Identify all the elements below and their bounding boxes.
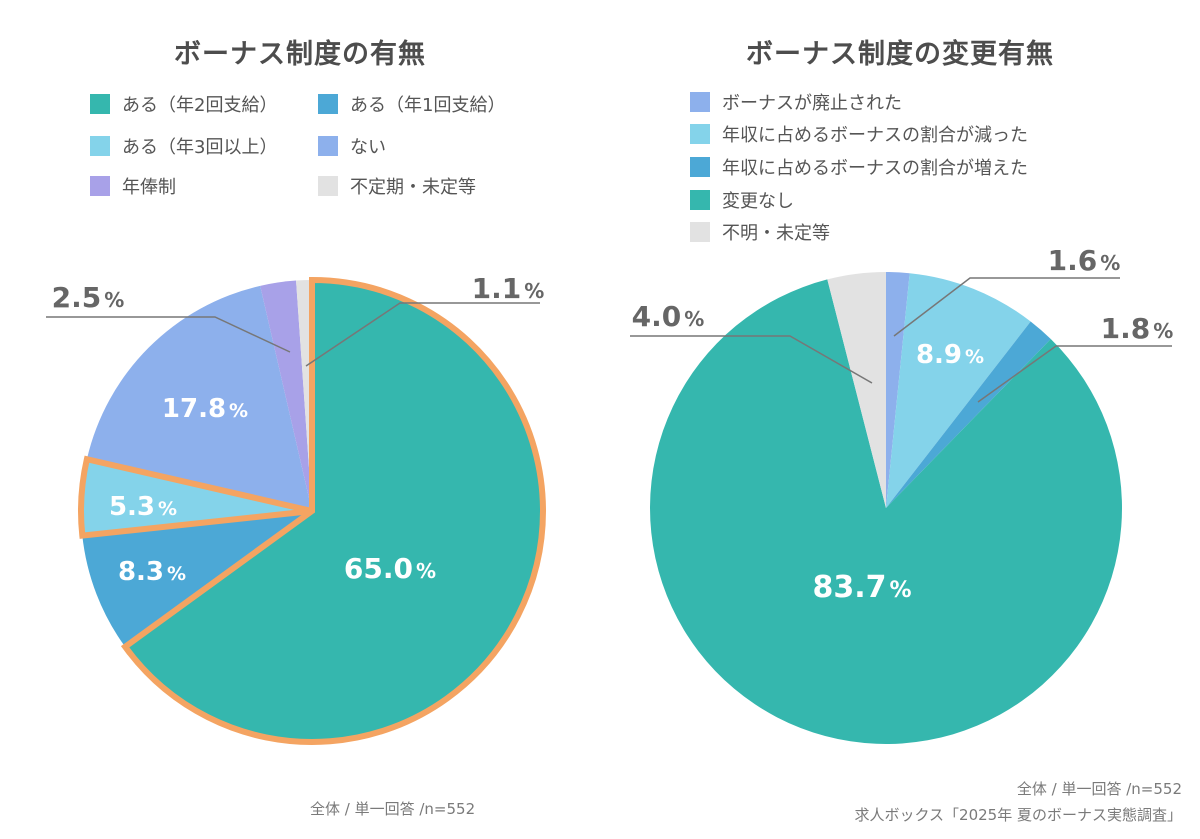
chart-title: ボーナス制度の有無 [174,39,426,70]
data-label: 4.0% [632,300,705,333]
legend-label: 不定期・未定等 [350,177,476,198]
slice-6 [296,280,312,511]
slice-4 [649,279,1122,744]
data-label: 1.8% [1101,312,1174,345]
legend-swatch [690,190,710,210]
data-label: 83.7% [812,570,911,605]
leader-line [630,335,873,384]
slice-1 [125,280,544,742]
legend-item: ある（年3回以上） [90,134,277,158]
slice-highlight-outline [78,455,313,539]
data-label: 2.5% [52,281,125,314]
leader-line [46,316,291,353]
legend-swatch [690,124,710,144]
data-label: 17.8% [162,394,248,424]
data-label: 8.9% [916,340,984,370]
pie-chart: 65.0 % 8.3 % 5.3 % 17.8 % 2.5% 1.1% [46,272,546,745]
legend-label: ある（年1回支給） [350,95,506,116]
slice-highlight-outline [120,276,546,745]
slice-3 [886,321,1051,508]
legend-label: ある（年2回支給） [122,95,278,116]
legend-item: ある（年2回支給） [90,92,277,116]
data-label: 1.6% [1048,244,1121,277]
legend-swatch [690,157,710,177]
legend-swatch [318,94,338,114]
legend-swatch [690,222,710,242]
legend-item: 年収に占めるボーナスの割合が減った [690,122,1028,146]
slice-5 [260,280,312,511]
leader-line [305,302,540,367]
slice-2 [886,273,1031,508]
leader-line [893,277,1120,337]
legend-label: 不明・未定等 [722,223,830,244]
legend-swatch [318,136,338,156]
legend-item: ある（年1回支給） [318,92,505,116]
data-label: 5.3% [109,492,177,522]
legend-label: ある（年3回以上） [122,137,278,158]
legend-label: 年収に占めるボーナスの割合が増えた [722,158,1028,179]
legend-item: ない [318,134,386,158]
data-label: 1.1% [472,272,545,305]
legend-label: 年収に占めるボーナスの割合が減った [722,125,1028,146]
pie-chart: 1.6 % 8.9 % 1.8 % 83.7 % 4.0% [630,244,1174,744]
legend-label: 変更なし [722,191,794,212]
source-note: 求人ボックス「2025年 夏のボーナス実態調査」 [854,806,1183,824]
chart-right: ボーナス制度の変更有無 ボーナスが廃止された年収に占めるボーナスの割合が減った年… [600,0,1200,839]
legend-label: ない [350,137,386,158]
slice-4 [86,285,312,511]
data-label: 65.0% [344,552,436,585]
chart-left: ボーナス制度の有無 ある（年2回支給） ある（年1回支給） ある（年3回以上） ない年… [46,39,546,818]
legend-swatch [318,176,338,196]
slice-1 [886,272,910,508]
legend-item: 不明・未定等 [690,220,830,244]
legend-swatch [690,92,710,112]
data-label: 8.3% [118,557,186,587]
legend-swatch [90,94,110,114]
legend-item: 年収に占めるボーナスの割合が増えた [690,155,1028,179]
sample-note: 全体 / 単一回答 /n=552 [310,800,476,818]
chart-title: ボーナス制度の変更有無 [746,39,1054,70]
legend-item: 年俸制 [90,174,176,198]
legend-label: 年俸制 [122,177,176,198]
slice-5 [827,272,886,508]
legend-swatch [90,176,110,196]
legend-label: ボーナスが廃止された [722,93,902,114]
legend-swatch [90,136,110,156]
legend-item: 不定期・未定等 [318,174,476,198]
slice-2 [82,511,312,647]
legend-item: ボーナスが廃止された [690,90,902,114]
legend-item: 変更なし [690,188,794,212]
sample-note: 全体 / 単一回答 /n=552 [1016,780,1182,798]
leader-line [977,345,1172,403]
